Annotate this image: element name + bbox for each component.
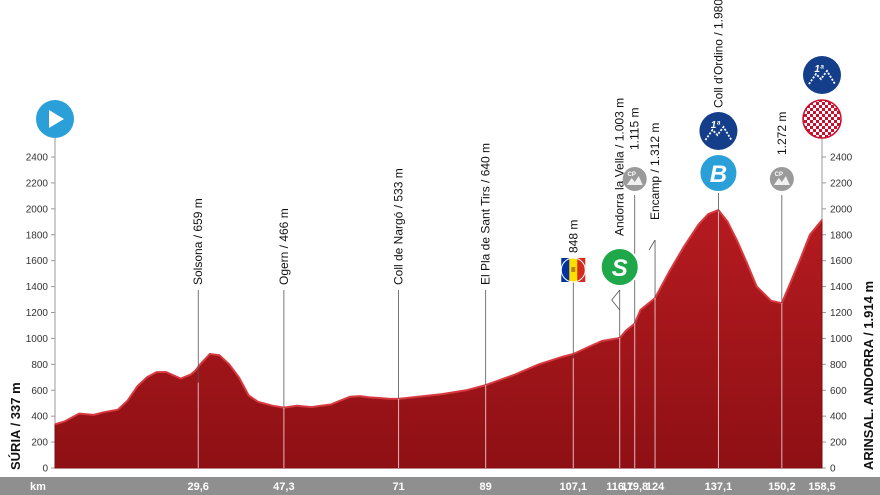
y-tick-label-right: 2400 [830, 153, 853, 164]
y-tick-label-right: 1800 [830, 230, 853, 241]
waypoint-label: Encamp / 1.312 m [648, 123, 662, 220]
waypoint-label: Solsona / 659 m [191, 198, 205, 285]
y-tick-label-left: 1400 [26, 282, 49, 293]
waypoint-label: 848 m [566, 220, 580, 253]
checkpoint-text: CP [628, 172, 636, 178]
climb-mountain [704, 125, 733, 141]
y-tick-label-left: 1800 [26, 230, 49, 241]
y-tick-label-right: 600 [830, 386, 847, 397]
sprint-circle [599, 247, 640, 287]
y-tick-label-left: 600 [31, 386, 48, 397]
checkpoint-circle [769, 167, 794, 191]
y-tick-label-right: 800 [830, 360, 847, 371]
x-tick-label: 137,1 [705, 481, 733, 493]
climb-mountain [808, 69, 836, 85]
climb-circle [699, 112, 738, 150]
waypoint-label: Coll d'Ordino / 1.980 m [711, 0, 725, 108]
x-tick-label: 29,6 [188, 481, 209, 493]
checkpoint-mountain [626, 176, 643, 185]
flag-crest [571, 267, 576, 272]
sprint-letter: S [612, 255, 628, 282]
x-tick-label: 47,3 [273, 481, 294, 493]
x-tick-label: 71 [392, 481, 404, 493]
y-tick-label-right: 1400 [830, 282, 853, 293]
waypoint-label: Coll de Nargó / 533 m [392, 168, 406, 285]
x-tick-label: 150,2 [768, 481, 796, 493]
flag-border [560, 257, 586, 283]
elevation-area [54, 209, 823, 469]
y-tick-label-right: 1600 [830, 256, 853, 267]
y-tick-label-right: 1200 [830, 308, 853, 319]
x-tick-label: 124 [646, 481, 665, 493]
y-tick-label-left: 200 [31, 438, 48, 449]
x-tick-label: 119,8 [621, 481, 648, 493]
checkpoint-icon: CP [622, 167, 647, 191]
start-label: SÚRIA / 337 m [8, 382, 23, 470]
y-tick-label-left: 1600 [26, 256, 49, 267]
waypoint-label: 1.115 m [628, 108, 642, 150]
y-tick-label-left: 1200 [26, 308, 49, 319]
bonus-circle [698, 153, 739, 193]
leader-dogleg [648, 239, 656, 251]
y-tick-label-right: 2200 [830, 178, 853, 189]
y-tick-label-right: 200 [830, 438, 847, 449]
climb-circle [803, 56, 841, 94]
checkpoint-circle [622, 167, 647, 191]
y-tick-label-right: 2000 [830, 204, 853, 215]
category-1-climb-icon: 1ª [699, 112, 738, 150]
checkpoint-mountain [773, 176, 790, 185]
waypoint-label: Ogern / 466 m [277, 208, 291, 285]
bonus-icon: B [698, 153, 739, 193]
x-tick-label: 158,5 [808, 481, 836, 493]
y-tick-label-left: 800 [31, 360, 48, 371]
waypoint-label: 1.272 m [775, 112, 789, 155]
waypoint-label: El Pla de Sant Tirs / 640 m [479, 143, 493, 285]
y-tick-label-right: 0 [830, 464, 836, 475]
finish-label: ARINSAL. ANDORRA / 1.914 m [861, 281, 876, 470]
climb-category: 1ª [814, 64, 824, 75]
flag-blue [561, 258, 570, 282]
y-tick-label-left: 2200 [26, 178, 49, 189]
km-bar [0, 477, 880, 495]
y-tick-label-left: 2000 [26, 204, 49, 215]
y-tick-label-left: 400 [31, 412, 48, 423]
km-axis-label: km [30, 481, 46, 493]
bonus-letter: B [710, 161, 727, 188]
elevation-line [54, 209, 823, 426]
play-triangle [49, 110, 64, 128]
sprint-icon: S [599, 247, 640, 287]
flag-red [577, 258, 586, 282]
andorra-flag-icon [560, 257, 586, 283]
y-tick-label-right: 400 [830, 412, 847, 423]
finish-flag-icon [802, 99, 842, 139]
category-1-climb-icon: 1ª [803, 56, 841, 94]
x-tick-label: 89 [480, 481, 492, 493]
finish-circle [802, 99, 842, 139]
start-icon [36, 100, 74, 138]
y-tick-label-left: 2400 [26, 153, 49, 164]
x-tick-label: 107,1 [560, 481, 588, 493]
waypoint-label: Andorra la Vella / 1.003 m [613, 98, 627, 236]
x-tick-label: 116,7 [606, 481, 633, 493]
leader-dogleg [611, 289, 621, 311]
climb-category: 1ª [711, 120, 721, 131]
y-tick-label-left: 0 [42, 464, 48, 475]
checkpoint-text: CP [775, 172, 783, 178]
y-tick-label-right: 1000 [830, 334, 853, 345]
checkpoint-icon: CP [769, 167, 794, 191]
y-tick-label-left: 1000 [26, 334, 49, 345]
